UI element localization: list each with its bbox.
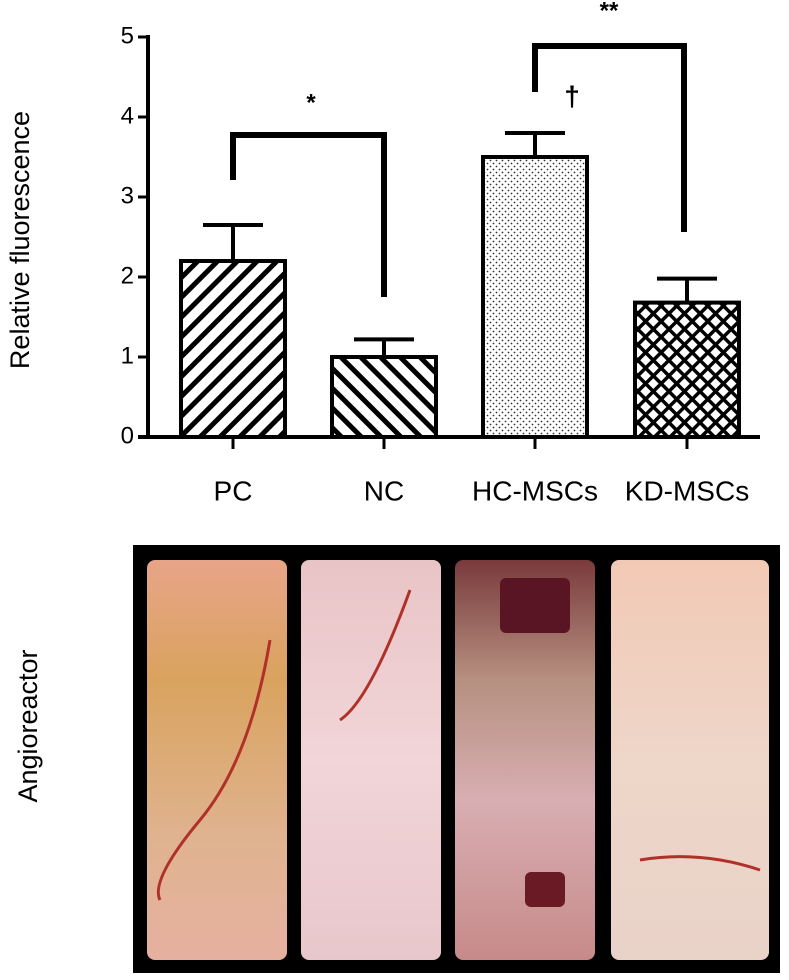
annotation: † bbox=[564, 80, 580, 111]
photo bbox=[301, 560, 441, 960]
y-tick-label: 1 bbox=[121, 342, 134, 369]
annotation: ** bbox=[600, 0, 619, 24]
bar bbox=[330, 355, 438, 439]
photo-detail bbox=[500, 578, 570, 633]
bracket bbox=[230, 132, 387, 297]
photo-detail bbox=[525, 872, 565, 907]
bar bbox=[481, 155, 589, 439]
x-tick-label: NC bbox=[364, 475, 404, 506]
photo bbox=[455, 560, 595, 960]
photo bbox=[147, 560, 287, 960]
annotation: * bbox=[306, 89, 316, 116]
photo-detail bbox=[156, 589, 761, 901]
y-tick-label: 5 bbox=[121, 22, 134, 49]
image-panel-label: Angioreactor bbox=[13, 649, 43, 802]
x-tick-label: KD-MSCs bbox=[625, 475, 749, 506]
x-tick-label: PC bbox=[214, 475, 253, 506]
y-tick-label: 2 bbox=[121, 262, 134, 289]
photo bbox=[611, 560, 769, 960]
y-axis-label: Relative fluorescence bbox=[5, 111, 35, 369]
bracket bbox=[532, 43, 687, 232]
bar bbox=[633, 300, 741, 439]
y-tick-label: 0 bbox=[121, 422, 134, 449]
x-tick-label: HC-MSCs bbox=[472, 475, 598, 506]
y-tick-label: 3 bbox=[121, 182, 134, 209]
y-tick-label: 4 bbox=[121, 102, 134, 129]
bar bbox=[179, 259, 287, 439]
